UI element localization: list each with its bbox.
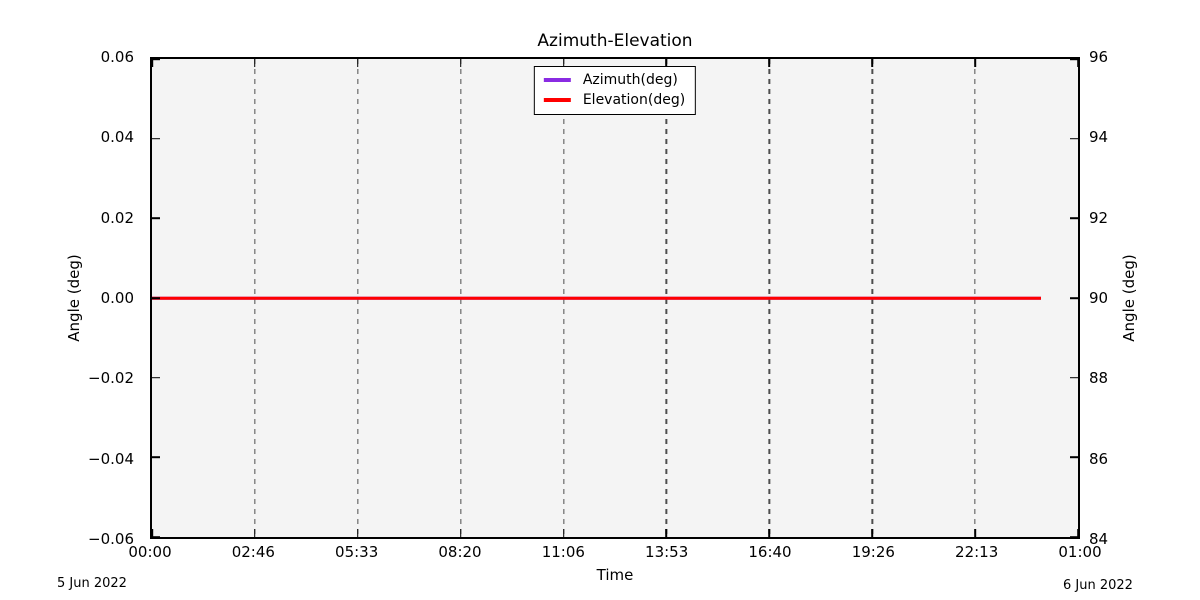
x-tick-label: 00:00 <box>128 543 172 561</box>
legend-entry: Azimuth(deg) <box>543 72 685 88</box>
x-tick-label: 02:46 <box>231 543 275 561</box>
y-tick-mark <box>1070 456 1078 459</box>
right-y-tick-label: 88 <box>1089 369 1109 388</box>
right-axis-tick-labels: 96 94 92 90 88 86 84 <box>1084 48 1144 548</box>
x-tick-mark <box>1077 529 1079 537</box>
right-y-tick-label: 96 <box>1089 48 1109 66</box>
x-axis-tick-labels: 00:00 02:46 05:33 08:20 11:06 13:53 16:40 19:26… <box>128 543 1101 561</box>
left-y-tick-label: −0.02 <box>88 369 134 388</box>
x-tick-label: 11:06 <box>541 543 585 561</box>
y-tick-mark <box>1070 376 1078 379</box>
x-tick-mark <box>562 529 565 537</box>
x-tick-label: 08:20 <box>438 543 482 561</box>
x-tick-mark <box>768 529 771 537</box>
x-tick-mark <box>665 59 668 67</box>
y-tick-mark <box>152 137 160 140</box>
x-tick-mark <box>151 529 153 537</box>
y-tick-mark <box>1070 137 1078 140</box>
right-y-tick-label: 92 <box>1089 208 1109 227</box>
x-tick-mark <box>356 59 359 67</box>
left-y-tick-label: 0.00 <box>100 289 134 307</box>
legend-line-swatch <box>543 78 571 82</box>
x-tick-mark <box>768 59 771 67</box>
right-y-tick-label: 86 <box>1089 449 1109 468</box>
y-tick-mark <box>1070 217 1078 220</box>
left-axis-tick-labels: 0.06 0.04 0.02 0.00 −0.02 −0.04 −0.06 <box>0 48 142 548</box>
left-y-tick-label: 0.04 <box>100 128 134 147</box>
x-tick-mark <box>562 59 565 67</box>
x-tick-mark <box>254 59 256 67</box>
x-tick-label: 19:26 <box>851 543 895 561</box>
x-tick-mark <box>459 59 462 67</box>
elevation-line <box>152 296 1041 300</box>
y-tick-mark <box>1070 58 1078 60</box>
y-tick-mark <box>1070 297 1078 299</box>
x-tick-mark <box>459 529 462 537</box>
plot-area: Azimuth(deg) Elevation(deg) <box>150 57 1080 539</box>
y-tick-mark <box>152 297 160 299</box>
legend-line-swatch <box>543 98 571 102</box>
x-tick-mark <box>974 59 976 67</box>
right-y-tick-label: 94 <box>1089 128 1109 147</box>
left-y-tick-label: 0.02 <box>100 208 134 227</box>
x-tick-label: 05:33 <box>335 543 379 561</box>
left-y-tick-label: −0.06 <box>88 530 134 548</box>
y-tick-mark <box>152 217 160 220</box>
right-y-tick-label: 90 <box>1089 289 1109 307</box>
x-axis-label: Time <box>596 566 634 584</box>
right-y-tick-label: 84 <box>1089 530 1109 548</box>
x-tick-label: 01:00 <box>1058 543 1102 561</box>
y-tick-mark <box>152 58 160 60</box>
x-tick-mark <box>356 529 359 537</box>
end-date-label: 6 Jun 2022 <box>1063 578 1133 593</box>
y-tick-mark <box>152 536 160 538</box>
x-tick-label: 22:13 <box>955 543 999 561</box>
x-tick-mark <box>974 529 976 537</box>
x-tick-mark <box>871 529 874 537</box>
left-y-tick-label: −0.04 <box>88 449 134 468</box>
legend-label: Azimuth(deg) <box>582 72 678 88</box>
legend: Azimuth(deg) Elevation(deg) <box>533 66 697 115</box>
x-tick-label: 13:53 <box>645 543 689 561</box>
start-date-label: 5 Jun 2022 <box>57 576 127 591</box>
x-tick-mark <box>1077 59 1079 67</box>
legend-label: Elevation(deg) <box>582 92 686 108</box>
x-tick-mark <box>254 529 256 537</box>
y-tick-mark <box>152 376 160 379</box>
x-tick-label: 16:40 <box>748 543 792 561</box>
x-tick-mark <box>151 59 153 67</box>
legend-entry: Elevation(deg) <box>543 92 686 108</box>
x-tick-mark <box>871 59 874 67</box>
y-tick-mark <box>1070 536 1078 538</box>
right-y-axis-label: Angle (deg) <box>1120 254 1138 342</box>
left-y-tick-label: 0.06 <box>100 48 134 66</box>
y-tick-mark <box>152 456 160 459</box>
left-y-axis-label: Angle (deg) <box>65 254 83 342</box>
x-tick-mark <box>665 529 668 537</box>
chart-title: Azimuth-Elevation <box>537 31 693 51</box>
